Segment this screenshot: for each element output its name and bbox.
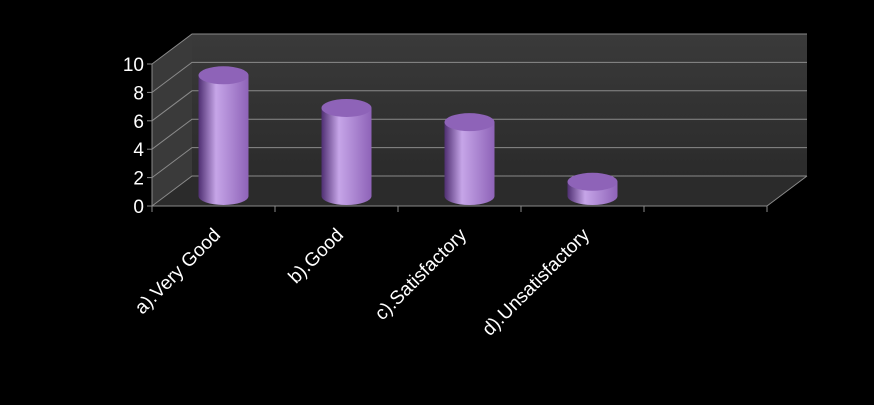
bar [198,75,249,205]
x-category-label: b).Good [285,225,348,288]
gridline [151,147,807,179]
x-category-label: c).Satisfactory [371,224,471,324]
bar-top [321,98,372,117]
x-category-label: d).Unsatisfactory [478,224,594,340]
y-tick-label: 4 [133,140,144,161]
gridline [151,90,807,122]
back-wall [192,34,807,176]
bar-top [567,172,618,191]
floor-edge [766,175,808,207]
x-category-label: a).Very Good [131,225,225,319]
bar [444,122,495,205]
gridline [151,33,807,65]
y-tick-label: 8 [133,83,144,104]
gridline [151,61,807,93]
y-tick-label: 0 [133,197,144,218]
y-tick-label: 2 [133,169,144,190]
bar-top [444,113,495,132]
bar-top [198,66,249,85]
side-wall [152,34,192,206]
bar [321,107,372,205]
y-tick-label: 10 [123,55,144,76]
y-tick-label: 6 [133,112,144,133]
gridline [151,118,807,150]
